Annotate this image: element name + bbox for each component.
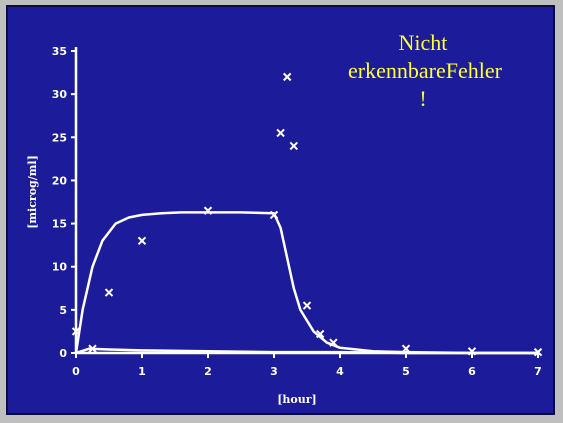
slide-background: 0 1 2 3 4 5 6 7 0 5 10 15 20 25 30 35 [hour] [microg/ml] … [6,5,555,415]
y-tick-label-7: 35 [52,45,67,58]
annotation-line-1: Nicht [398,30,448,55]
y-axis-title: [microg/ml] [26,155,39,229]
y-tick-label-4: 20 [52,174,68,187]
y-tick-label-6: 30 [52,88,68,101]
annotation-text: Nicht erkennbareFehler ! [348,29,502,113]
x-tick-label-2: 2 [204,365,212,378]
x-axis-title: [hour] [277,393,317,406]
y-tick-label-3: 15 [52,218,67,231]
fit-curve-1 [74,211,540,355]
x-tick-label-0: 0 [72,365,80,378]
data-point-8 [289,141,299,151]
x-tick-label-7: 7 [534,365,542,378]
x-tick-label-6: 6 [468,365,476,378]
x-tick-label-1: 1 [138,365,146,378]
data-point-6 [276,128,285,138]
annotation-line-3: ! [419,86,427,111]
annotation-line-2: erkennbareFehler [348,58,502,83]
concentration-time-chart: 0 1 2 3 4 5 6 7 0 5 10 15 20 25 30 35 [hour] [microg/ml] [26,45,543,406]
fit-curve-2 [74,347,540,355]
x-tick-label-5: 5 [402,365,410,378]
y-tick-label-1: 5 [59,304,67,317]
y-tick-label-0: 0 [59,347,67,360]
x-tick-label-4: 4 [336,365,344,378]
data-point-2 [104,288,114,297]
y-tick-label-5: 25 [52,131,67,144]
y-tick-label-2: 10 [52,261,68,274]
data-point-3 [137,236,147,246]
x-tick-label-3: 3 [270,365,278,378]
data-point-7 [282,72,292,82]
data-point-9 [302,301,312,310]
